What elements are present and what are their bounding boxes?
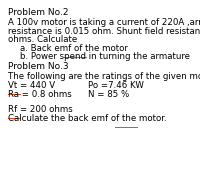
Text: Po =7.46 KW: Po =7.46 KW [88, 81, 144, 90]
Text: A 100v motor is taking a current of 220A ,armature: A 100v motor is taking a current of 220A… [8, 18, 200, 27]
Text: N = 85 %: N = 85 % [88, 90, 129, 99]
Text: a. Back emf of the motor: a. Back emf of the motor [20, 44, 128, 53]
Text: ohms. Calculate: ohms. Calculate [8, 35, 77, 44]
Text: Problem No.3: Problem No.3 [8, 62, 69, 71]
Text: The following are the ratings of the given motor :: The following are the ratings of the giv… [8, 72, 200, 81]
Text: resistance is 0.015 ohm. Shunt field resistance is 20: resistance is 0.015 ohm. Shunt field res… [8, 27, 200, 36]
Text: b. Power spend in turning the armature: b. Power spend in turning the armature [20, 52, 190, 61]
Text: Problem No.2: Problem No.2 [8, 8, 68, 17]
Text: Ra = 0.8 ohms: Ra = 0.8 ohms [8, 90, 72, 99]
Text: Calculate the back emf of the motor.: Calculate the back emf of the motor. [8, 114, 167, 123]
Text: Rf = 200 ohms: Rf = 200 ohms [8, 105, 73, 114]
Text: Vt = 440 V: Vt = 440 V [8, 81, 55, 90]
